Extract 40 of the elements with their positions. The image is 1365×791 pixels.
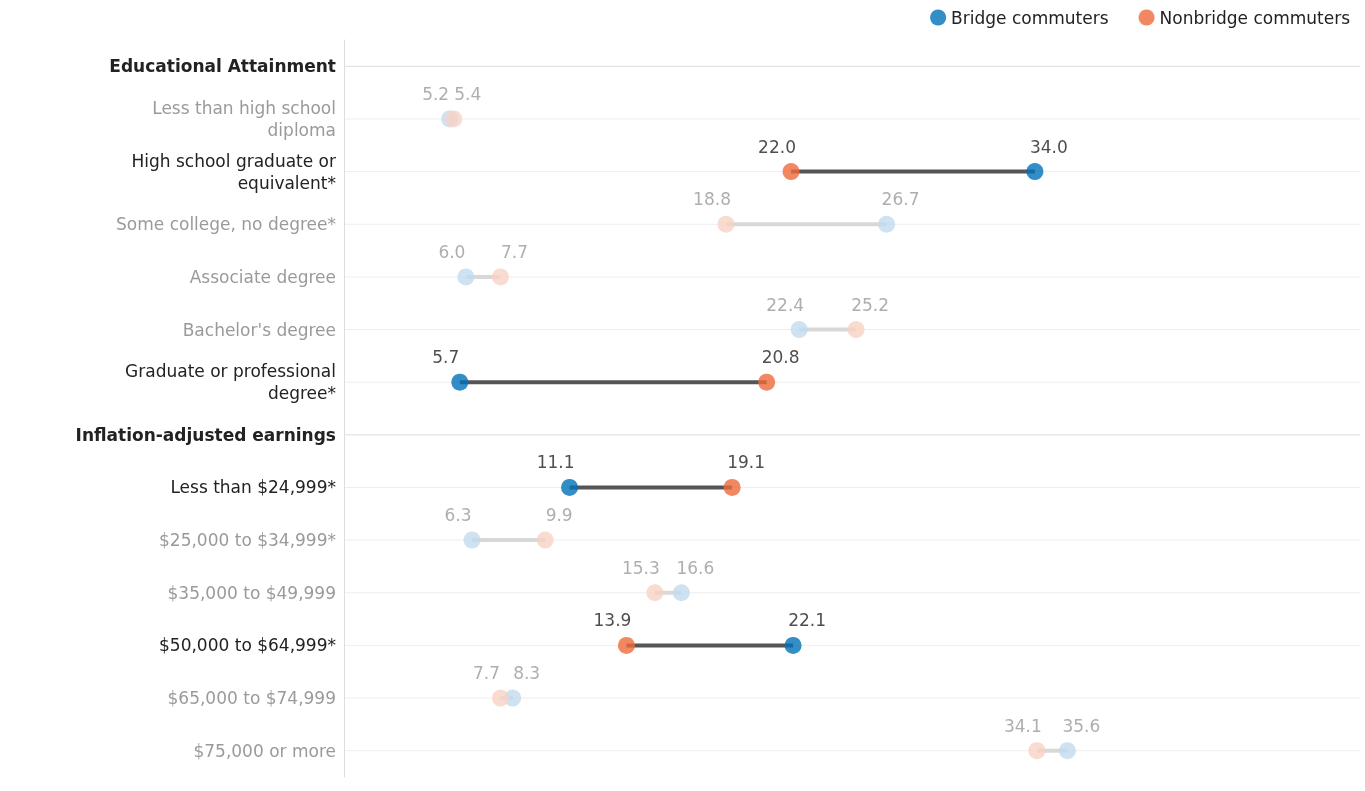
y-tick-label: $75,000 or more [193, 740, 336, 761]
data-label: 8.3 [513, 663, 541, 684]
data-label: 5.4 [454, 83, 482, 104]
data-label: 22.1 [788, 610, 826, 631]
data-label: 34.1 [1003, 715, 1042, 736]
data-label: 11.1 [536, 452, 575, 473]
data-label: 26.7 [881, 189, 920, 210]
legend-label: Nonbridge commuters [1159, 7, 1351, 28]
y-tick-label: Educational Attainment [109, 56, 336, 77]
data-label: 35.6 [1062, 715, 1101, 736]
y-tick-label: High school graduate or equivalent* [131, 150, 337, 193]
data-label: 13.9 [593, 610, 632, 631]
y-tick-label: Some college, no degree* [116, 214, 336, 235]
data-label: 25.2 [851, 294, 889, 315]
y-tick-label: Less than high school diploma [152, 97, 336, 140]
y-tick-label: $35,000 to $49,999 [167, 582, 336, 603]
y-tick-label: Bachelor's degree [182, 319, 336, 340]
data-label: 7.7 [472, 663, 500, 684]
y-tick-label: Less than $24,999* [170, 477, 336, 498]
legend-label: Bridge commuters [951, 7, 1109, 28]
data-label: 6.3 [444, 505, 472, 526]
data-label: 7.7 [500, 241, 528, 262]
data-label: 22.4 [766, 294, 805, 315]
y-tick-label: $65,000 to $74,999 [167, 688, 336, 709]
data-label: 20.8 [761, 347, 800, 368]
data-label: 5.2 [422, 83, 450, 104]
y-tick-label: Graduate or professional degree* [125, 361, 336, 404]
data-label: 9.9 [545, 505, 573, 526]
data-label: 19.1 [727, 452, 766, 473]
y-tick-label: $25,000 to $34,999* [159, 530, 336, 551]
y-tick-label: Associate degree [189, 266, 336, 287]
data-label: 34.0 [1029, 136, 1068, 157]
y-tick-label: $50,000 to $64,999* [159, 635, 336, 656]
data-label: 18.8 [693, 189, 731, 210]
data-label: 6.0 [438, 241, 466, 262]
y-tick-label: Inflation-adjusted earnings [75, 424, 336, 445]
data-label: 16.6 [676, 557, 715, 578]
data-label: 15.3 [621, 557, 660, 578]
data-label: 22.0 [758, 136, 796, 157]
data-label: 5.7 [432, 347, 460, 368]
